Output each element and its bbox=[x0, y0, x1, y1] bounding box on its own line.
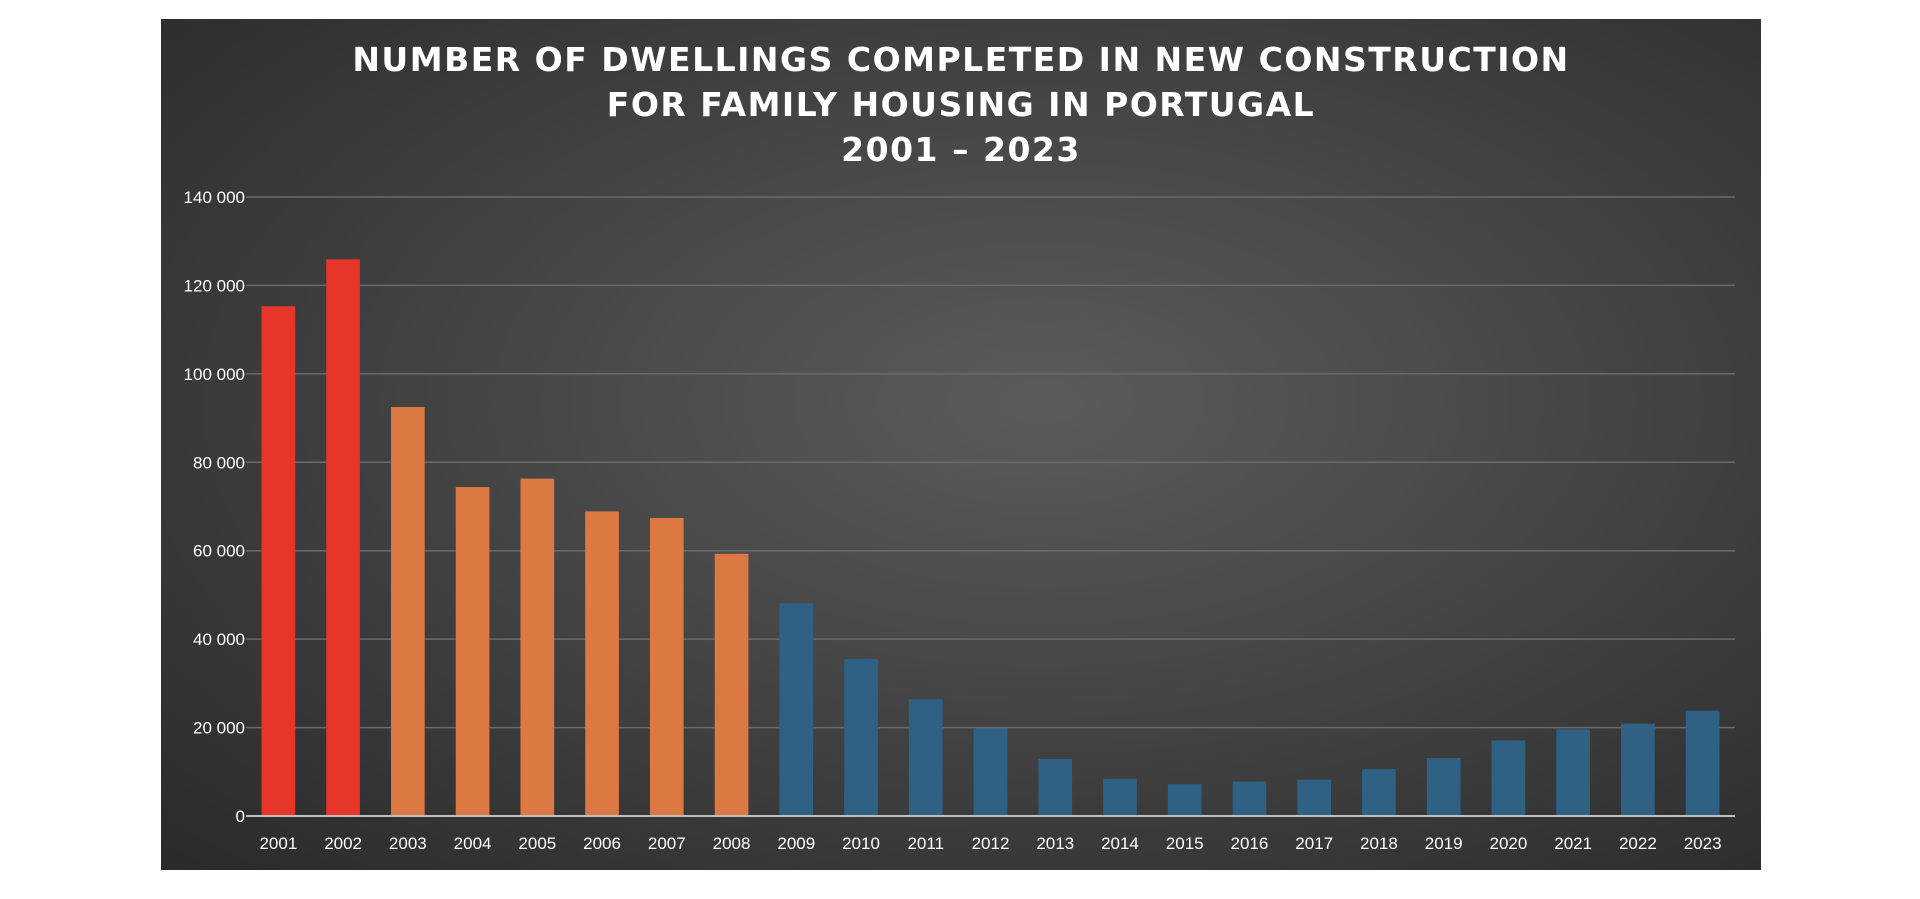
x-tick-label: 2001 bbox=[259, 834, 297, 853]
bar-2006 bbox=[585, 511, 619, 816]
bars bbox=[261, 259, 1720, 816]
x-tick-label: 2017 bbox=[1295, 834, 1333, 853]
y-tick-label: 40 000 bbox=[193, 630, 245, 649]
x-tick-label: 2012 bbox=[972, 834, 1010, 853]
x-tick-label: 2009 bbox=[777, 834, 815, 853]
bar-2013 bbox=[1038, 758, 1073, 816]
bar-2018 bbox=[1362, 769, 1396, 816]
x-tick-label: 2010 bbox=[842, 834, 880, 853]
x-tick-label: 2002 bbox=[324, 834, 362, 853]
chart-panel: NUMBER OF DWELLINGS COMPLETED IN NEW CON… bbox=[161, 19, 1761, 870]
x-tick-label: 2015 bbox=[1166, 834, 1204, 853]
y-tick-label: 60 000 bbox=[193, 542, 245, 561]
bar-2002 bbox=[326, 259, 360, 816]
y-tick-label: 100 000 bbox=[184, 365, 245, 384]
bar-2011 bbox=[908, 699, 943, 816]
bar-2021 bbox=[1556, 729, 1590, 816]
bar-2022 bbox=[1621, 723, 1655, 816]
x-tick-label: 2003 bbox=[389, 834, 427, 853]
x-tick-label: 2023 bbox=[1684, 834, 1722, 853]
bar-2001 bbox=[261, 306, 296, 816]
y-tick-label: 20 000 bbox=[193, 719, 245, 738]
bar-2023 bbox=[1685, 710, 1720, 816]
bar-2015 bbox=[1167, 784, 1202, 816]
x-tick-label: 2016 bbox=[1231, 834, 1269, 853]
gridlines bbox=[246, 196, 1735, 729]
bar-2016 bbox=[1232, 781, 1267, 816]
bar-2017 bbox=[1297, 779, 1332, 816]
chart-title-line-2: FOR FAMILY HOUSING IN PORTUGAL bbox=[606, 85, 1316, 124]
x-tick-label: 2022 bbox=[1619, 834, 1657, 853]
x-tick-label: 2008 bbox=[713, 834, 751, 853]
x-tick-label: 2018 bbox=[1360, 834, 1398, 853]
x-tick-label: 2004 bbox=[454, 834, 492, 853]
x-tick-label: 2005 bbox=[518, 834, 556, 853]
bar-2004 bbox=[455, 487, 490, 816]
x-tick-label: 2007 bbox=[648, 834, 686, 853]
bar-2007 bbox=[649, 517, 684, 816]
x-tick-label: 2014 bbox=[1101, 834, 1139, 853]
y-tick-label: 120 000 bbox=[184, 276, 245, 295]
bar-2003 bbox=[391, 407, 425, 816]
x-tick-label: 2019 bbox=[1425, 834, 1463, 853]
y-tick-label: 80 000 bbox=[193, 453, 245, 472]
x-tick-label: 2011 bbox=[907, 834, 944, 853]
x-tick-label: 2013 bbox=[1036, 834, 1074, 853]
bar-2012 bbox=[973, 728, 1008, 816]
chart-title-line-1: NUMBER OF DWELLINGS COMPLETED IN NEW CON… bbox=[352, 40, 1570, 79]
x-axis-tick-labels: 2001 2002 2003 2004 2005 2006 2007 2008 2009 2010… bbox=[259, 834, 1721, 853]
x-tick-label: 2021 bbox=[1554, 834, 1592, 853]
y-tick-label: 140 000 bbox=[184, 188, 245, 207]
chart-title: NUMBER OF DWELLINGS COMPLETED IN NEW CON… bbox=[161, 37, 1761, 172]
bar-2008 bbox=[714, 553, 749, 816]
bar-2020 bbox=[1491, 740, 1526, 816]
bar-2019 bbox=[1426, 758, 1461, 816]
bar-2014 bbox=[1103, 778, 1137, 816]
bar-chart: 0 20 000 40 000 60 000 80 000 100 000 120 000 1… bbox=[184, 188, 1735, 853]
chart-title-line-3: 2001 – 2023 bbox=[841, 130, 1081, 169]
bar-2010 bbox=[844, 659, 878, 816]
x-tick-label: 2006 bbox=[583, 834, 621, 853]
bar-2009 bbox=[779, 603, 814, 816]
x-tick-label: 2020 bbox=[1489, 834, 1527, 853]
y-tick-label: 0 bbox=[236, 807, 245, 826]
bar-2005 bbox=[520, 478, 555, 816]
y-axis-tick-labels: 0 20 000 40 000 60 000 80 000 100 000 120 000 1… bbox=[184, 188, 245, 826]
